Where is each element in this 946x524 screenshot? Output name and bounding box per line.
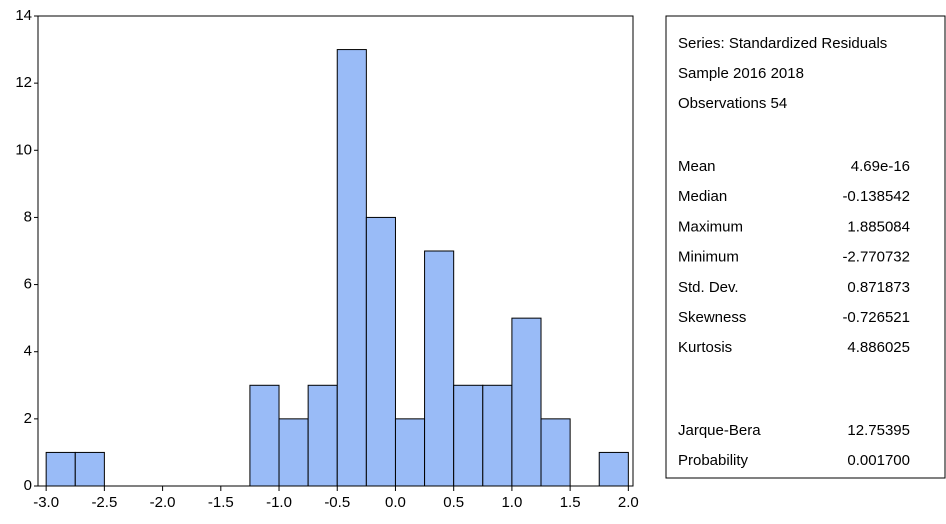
stat-value: -0.726521 (842, 309, 910, 326)
x-tick-label: 1.0 (501, 494, 522, 511)
bar (307, 384, 338, 487)
stat-label: Median (678, 188, 727, 205)
stat-value: 4.69e-16 (851, 158, 910, 175)
stats-header: Sample 2016 2018 (678, 65, 804, 82)
y-tick-label: 10 (15, 141, 32, 158)
stat-label: Std. Dev. (678, 279, 739, 296)
bar (249, 384, 280, 487)
stats-header: Observations 54 (678, 95, 787, 112)
y-tick-label: 8 (24, 208, 32, 225)
x-tick-label: -2.5 (91, 494, 117, 511)
stats-box (665, 15, 946, 479)
bar (365, 216, 396, 487)
x-tick-label: 0.0 (385, 494, 406, 511)
test-value: 12.75395 (847, 422, 910, 439)
x-tick-label: 2.0 (618, 494, 639, 511)
test-value: 0.001700 (847, 452, 910, 469)
y-tick-label: 14 (15, 7, 32, 24)
bar (74, 451, 105, 487)
x-tick-label: 0.5 (443, 494, 464, 511)
y-tick-label: 0 (24, 477, 32, 494)
bar (394, 418, 426, 487)
bar (278, 418, 309, 487)
x-tick-label: -0.5 (324, 494, 350, 511)
bar (453, 384, 484, 487)
stat-label: Minimum (678, 249, 739, 266)
x-tick-label: -2.0 (150, 494, 176, 511)
stat-label: Mean (678, 158, 716, 175)
x-tick-label: -1.5 (208, 494, 234, 511)
bar (424, 250, 455, 487)
bar (336, 49, 367, 487)
test-label: Probability (678, 452, 749, 469)
y-tick-label: 12 (15, 74, 32, 91)
stat-value: -2.770732 (842, 249, 910, 266)
x-tick-label: -3.0 (33, 494, 59, 511)
bar (511, 317, 542, 487)
x-tick-label: -1.0 (266, 494, 292, 511)
y-tick-label: 4 (24, 343, 32, 360)
bar (540, 418, 571, 487)
stat-label: Skewness (678, 309, 746, 326)
stat-value: 0.871873 (847, 279, 910, 296)
stat-value: 1.885084 (847, 218, 910, 235)
bar (45, 451, 76, 487)
x-tick-label: 1.5 (560, 494, 581, 511)
y-tick-label: 6 (24, 276, 32, 293)
stat-value: -0.138542 (842, 188, 910, 205)
stats-header: Series: Standardized Residuals (678, 35, 887, 52)
stat-label: Maximum (678, 218, 743, 235)
stat-label: Kurtosis (678, 339, 732, 356)
y-tick-label: 2 (24, 410, 32, 427)
bar (482, 384, 513, 487)
bar (598, 451, 629, 487)
stat-value: 4.886025 (847, 339, 910, 356)
test-label: Jarque-Bera (678, 422, 761, 439)
